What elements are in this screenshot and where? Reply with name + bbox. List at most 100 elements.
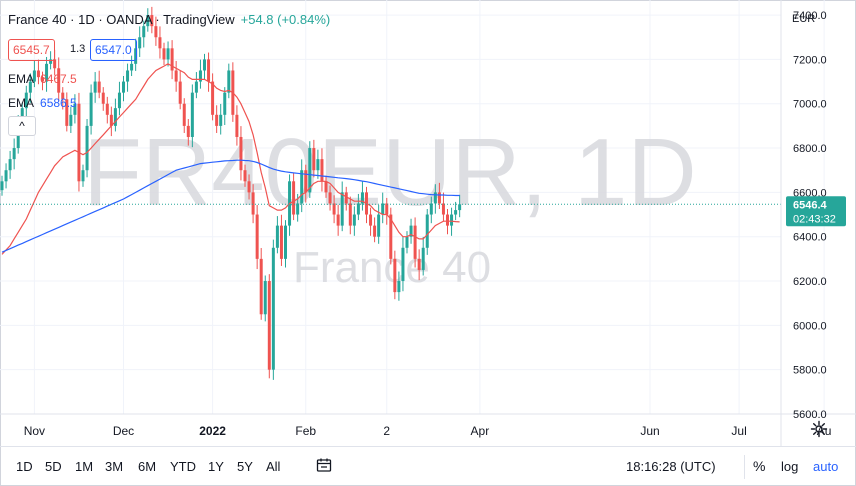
time-tick-label: Nov bbox=[24, 424, 45, 438]
symbol-legend[interactable]: France 40 · 1D · OANDA · TradingView +54.… bbox=[8, 12, 330, 27]
bar-countdown: 02:43:32 bbox=[793, 213, 836, 225]
time-tick-label: Jul bbox=[731, 424, 746, 438]
time-axis[interactable]: Nov Dec 2022 Feb 2 Apr Jun Jul Au bbox=[24, 424, 832, 438]
timeframe-5d[interactable]: 5D bbox=[45, 459, 62, 474]
candle-body bbox=[174, 70, 178, 82]
candle-body bbox=[340, 192, 344, 226]
candle-body bbox=[146, 15, 150, 27]
symbol-title[interactable]: France 40 · 1D · OANDA · TradingView bbox=[8, 12, 235, 27]
candle-body bbox=[397, 281, 401, 293]
candle-body bbox=[275, 225, 279, 248]
time-tick-label: Jun bbox=[640, 424, 659, 438]
candle-body bbox=[279, 225, 283, 259]
candle-body bbox=[441, 203, 445, 215]
price-tick-label: 7000.0 bbox=[793, 99, 827, 111]
candle-body bbox=[97, 81, 101, 93]
candle-body bbox=[142, 26, 146, 38]
candle-body bbox=[61, 92, 65, 100]
buy-price-box[interactable]: 6547.0 bbox=[90, 39, 137, 61]
candle-body bbox=[348, 203, 352, 226]
price-change: +54.8 (+0.84%) bbox=[240, 12, 331, 27]
candle-body bbox=[405, 236, 409, 248]
settings-gear-icon[interactable] bbox=[810, 420, 828, 438]
last-price-badge: 6546.4 02:43:32 bbox=[786, 196, 846, 227]
candle-body bbox=[77, 103, 81, 182]
candle-body bbox=[328, 192, 332, 204]
time-tick-label: Dec bbox=[113, 424, 134, 438]
bottom-toolbar: 1D 5D 1M 3M 6M YTD 1Y 5Y All 18:16:28 (U… bbox=[0, 446, 856, 486]
timeframe-1d[interactable]: 1D bbox=[16, 459, 33, 474]
candle-body bbox=[215, 114, 219, 126]
candle-body bbox=[316, 159, 320, 171]
percent-scale-toggle[interactable]: % bbox=[753, 458, 766, 474]
candle-body bbox=[24, 92, 28, 109]
candle-body bbox=[373, 225, 377, 237]
candle-body bbox=[12, 148, 16, 160]
candle-body bbox=[81, 170, 85, 182]
candle-body bbox=[138, 37, 142, 49]
candle-body bbox=[239, 136, 243, 171]
ema-slow-line bbox=[1, 159, 460, 253]
candle-body bbox=[296, 203, 300, 215]
timeframe-3m[interactable]: 3M bbox=[105, 459, 124, 474]
ema-fast-legend[interactable]: EMA 6467.5 bbox=[8, 72, 77, 86]
candle-body bbox=[450, 214, 454, 226]
ema-slow-label: EMA bbox=[8, 96, 35, 110]
candle-body bbox=[251, 192, 255, 215]
candle-body bbox=[166, 48, 170, 60]
candle-body bbox=[150, 15, 154, 27]
timeframe-1y[interactable]: 1Y bbox=[208, 459, 224, 474]
timeframe-1m[interactable]: 1M bbox=[75, 459, 94, 474]
candle-body bbox=[292, 181, 296, 215]
watermark-symbol: FR40EUR, 1D bbox=[83, 119, 697, 226]
log-scale-toggle[interactable]: log bbox=[781, 459, 799, 474]
spread-value: 1.3 bbox=[70, 43, 86, 55]
date-range-calendar-icon[interactable] bbox=[316, 457, 332, 473]
candle-body bbox=[381, 203, 385, 215]
candle-body bbox=[126, 70, 130, 82]
candle-body bbox=[446, 214, 449, 226]
candle-body bbox=[28, 81, 32, 93]
candle-body bbox=[190, 92, 194, 137]
candle-body bbox=[101, 92, 105, 104]
auto-scale-toggle[interactable]: auto bbox=[813, 459, 839, 474]
candle-body bbox=[429, 203, 433, 215]
timeframe-6m[interactable]: 6M bbox=[138, 459, 157, 474]
ema-fast-label: EMA bbox=[8, 72, 35, 86]
time-tick-label: Feb bbox=[295, 424, 316, 438]
collapse-legend-button[interactable]: ^ bbox=[8, 116, 36, 136]
candle-body bbox=[4, 170, 8, 182]
time-tick-label: 2022 bbox=[199, 424, 226, 438]
candle-body bbox=[377, 214, 381, 237]
candle-body bbox=[85, 125, 89, 171]
candle-body bbox=[421, 247, 425, 270]
time-tick-label: Au bbox=[817, 424, 832, 438]
candle-body bbox=[284, 225, 287, 259]
candle-body bbox=[53, 59, 57, 69]
candle-body bbox=[113, 108, 117, 126]
time-tick-label: Apr bbox=[471, 424, 490, 438]
candle-body bbox=[360, 192, 364, 204]
candle-body bbox=[194, 81, 198, 93]
ema-slow-legend[interactable]: EMA 6586.5 bbox=[8, 96, 77, 110]
candle-body bbox=[433, 192, 437, 204]
candle-body bbox=[267, 281, 271, 370]
ema-fast-line bbox=[1, 63, 460, 255]
candle-body bbox=[417, 258, 421, 270]
candle-body bbox=[259, 258, 263, 315]
candle-body bbox=[73, 103, 77, 115]
sell-price-box[interactable]: 6545.7 bbox=[8, 39, 55, 61]
utc-clock[interactable]: 18:16:28 (UTC) bbox=[626, 459, 716, 474]
timeframe-5y[interactable]: 5Y bbox=[237, 459, 253, 474]
candle-body bbox=[352, 214, 356, 226]
candle-body bbox=[207, 59, 211, 82]
timeframe-ytd[interactable]: YTD bbox=[170, 459, 196, 474]
candle-body bbox=[219, 114, 223, 126]
price-tick-label: 5600.0 bbox=[793, 409, 827, 421]
candle-body bbox=[454, 210, 458, 215]
price-tick-label: 6200.0 bbox=[793, 276, 827, 288]
timeframe-all[interactable]: All bbox=[266, 459, 281, 474]
candle-body bbox=[336, 214, 340, 226]
candle-body bbox=[332, 203, 336, 215]
